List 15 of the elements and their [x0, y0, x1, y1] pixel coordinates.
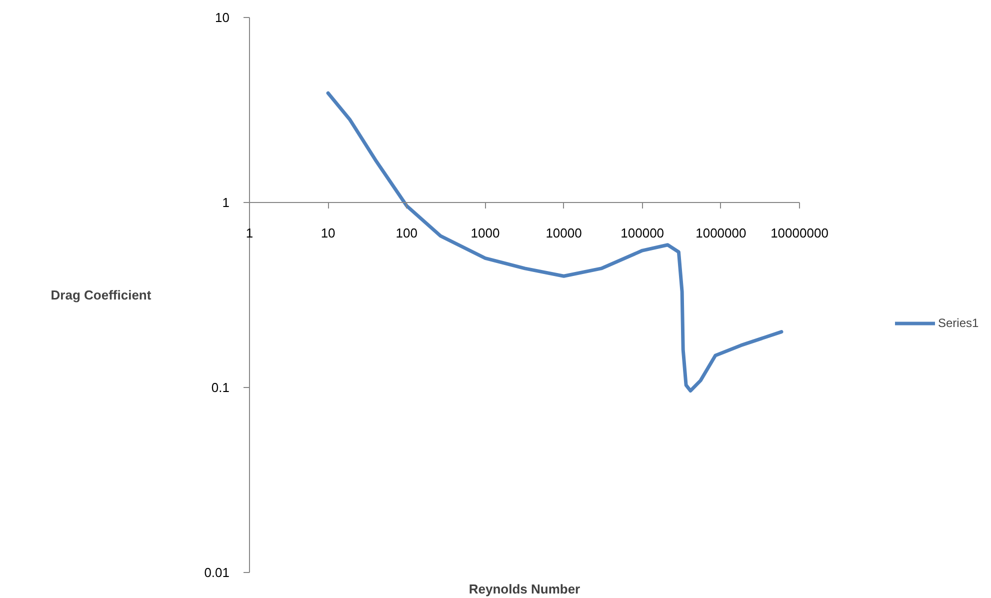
x-tick-label: 10000000: [770, 226, 828, 240]
x-tick-label: 1000: [470, 226, 500, 240]
y-tick-label: 0.1: [211, 380, 230, 395]
x-tick-label: 10000: [546, 226, 582, 240]
x-tick-label: 10: [320, 226, 336, 240]
legend-label: Series1: [938, 316, 979, 330]
y-tick-label: 10: [215, 10, 230, 25]
x-tick-label: 1: [246, 226, 254, 240]
y-axis-title: Drag Coefficient: [50, 288, 152, 302]
x-tick-label: 1000000: [696, 226, 746, 240]
y-tick-label: 0.01: [204, 565, 230, 580]
x-axis-title: Reynolds Number: [468, 582, 580, 596]
x-tick-label: 100: [396, 226, 418, 240]
x-tick-label: 100000: [620, 226, 664, 240]
y-tick-label: 1: [222, 195, 230, 210]
